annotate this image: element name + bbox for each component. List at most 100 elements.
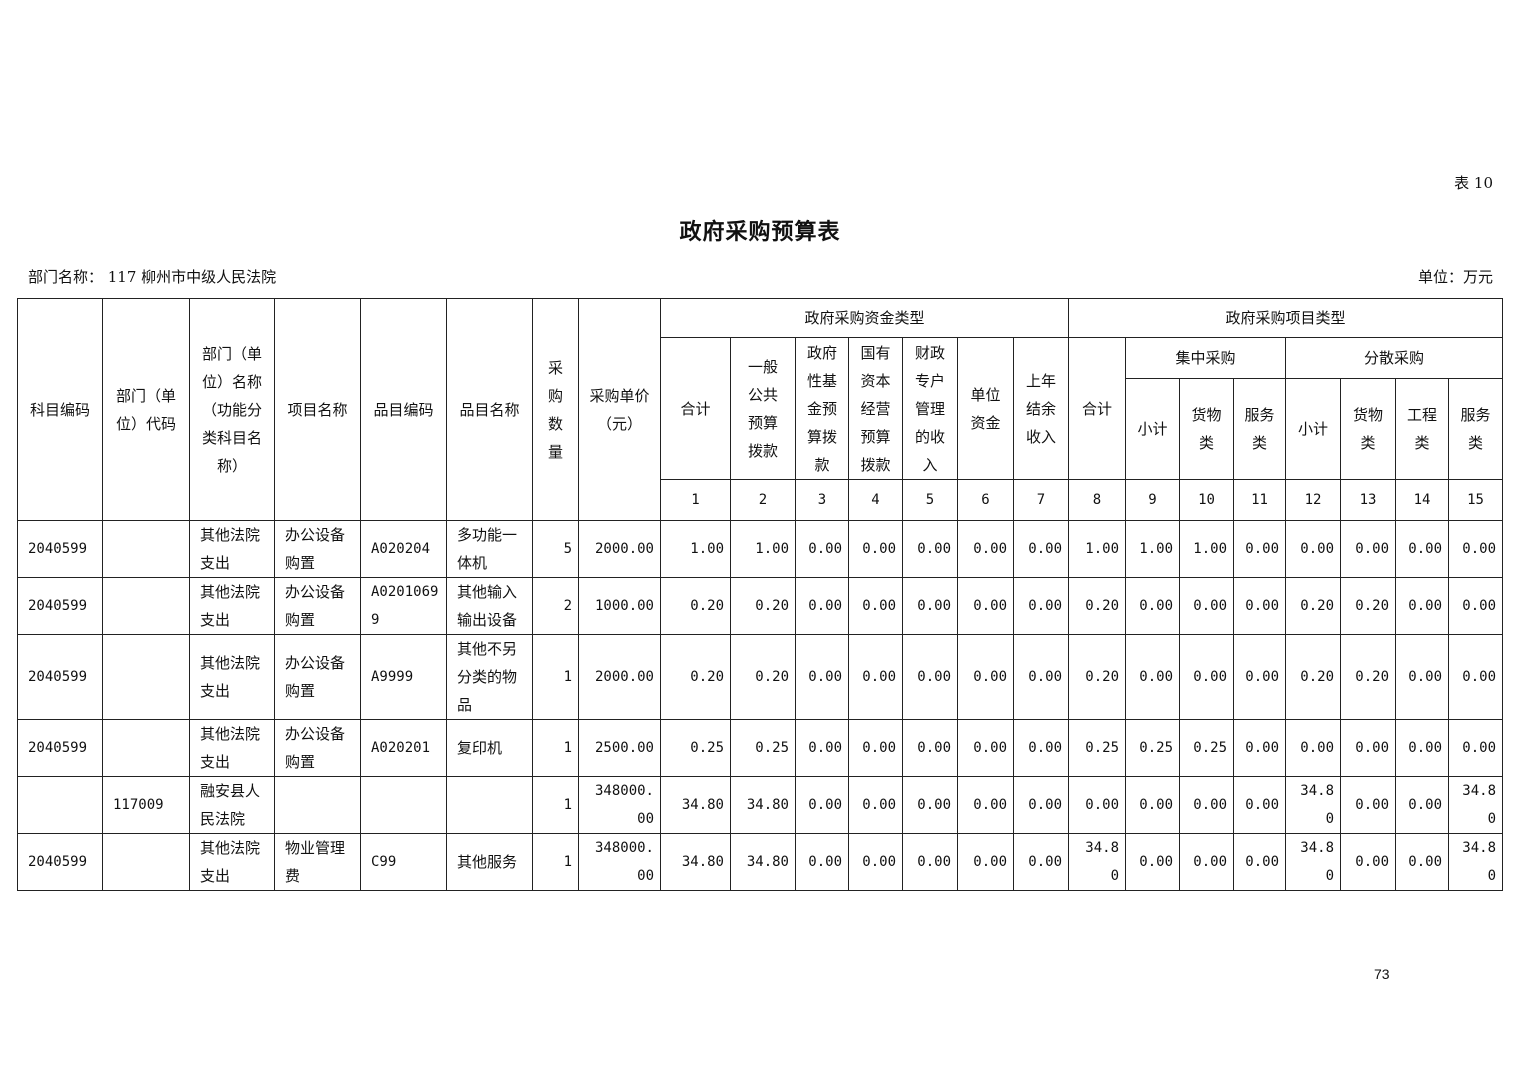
cell-value-3: 0.00 xyxy=(795,520,849,578)
cell-subject-code xyxy=(17,776,103,834)
column-number: 9 xyxy=(1125,479,1180,521)
header-project-type: 政府采购项目类型 xyxy=(1068,298,1503,338)
cell-value-15: 0.00 xyxy=(1448,634,1503,720)
cell-item-code xyxy=(360,776,447,834)
cell-value-14: 0.00 xyxy=(1395,577,1449,635)
cell-value-10: 0.00 xyxy=(1179,833,1234,891)
table-row: 2040599 其他法院支出 办公设备购置 A02010699 其他输入输出设备 2 100… xyxy=(17,577,1503,635)
cell-value-10: 0.00 xyxy=(1179,577,1234,635)
cell-value-1: 0.25 xyxy=(660,719,731,777)
cell-value-4: 0.00 xyxy=(848,520,903,578)
column-number: 6 xyxy=(957,479,1014,521)
page-title: 政府采购预算表 xyxy=(679,219,841,245)
column-number: 1 xyxy=(660,479,731,521)
procurement-budget-table: 科目编码 部门（单位）代码 部门（单位）名称（功能分类科目名称） 项目名称 品目… xyxy=(17,298,1503,891)
cell-unit-price: 2000.00 xyxy=(578,520,661,578)
header-central: 集中采购 xyxy=(1125,337,1286,379)
cell-quantity: 1 xyxy=(532,719,579,777)
cell-dept-code xyxy=(102,719,190,777)
cell-unit-price: 348000.00 xyxy=(578,776,661,834)
cell-value-4: 0.00 xyxy=(848,634,903,720)
header-dispersed-services: 服务类 xyxy=(1448,378,1503,480)
cell-value-11: 0.00 xyxy=(1233,577,1286,635)
cell-value-4: 0.00 xyxy=(848,776,903,834)
cell-item-code: A02010699 xyxy=(360,577,447,635)
cell-value-11: 0.00 xyxy=(1233,520,1286,578)
column-number: 10 xyxy=(1179,479,1234,521)
header-dispersed: 分散采购 xyxy=(1285,337,1503,379)
header-prior-balance: 上年结余收入 xyxy=(1013,337,1069,480)
header-central-goods: 货物类 xyxy=(1179,378,1234,480)
table-number: 表 10 xyxy=(1454,174,1493,192)
cell-value-14: 0.00 xyxy=(1395,520,1449,578)
cell-unit-price: 1000.00 xyxy=(578,577,661,635)
cell-value-4: 0.00 xyxy=(848,577,903,635)
cell-value-10: 0.00 xyxy=(1179,776,1234,834)
table-row: 2040599 其他法院支出 办公设备购置 A9999 其他不另分类的物品 1 2000.0… xyxy=(17,634,1503,720)
cell-value-8: 0.20 xyxy=(1068,577,1126,635)
cell-unit-price: 348000.00 xyxy=(578,833,661,891)
column-number: 11 xyxy=(1233,479,1286,521)
cell-value-7: 0.00 xyxy=(1013,634,1069,720)
header-item-code: 品目编码 xyxy=(360,298,447,521)
column-number: 7 xyxy=(1013,479,1069,521)
cell-value-14: 0.00 xyxy=(1395,719,1449,777)
cell-dept-name: 融安县人民法院 xyxy=(189,776,275,834)
cell-value-6: 0.00 xyxy=(957,776,1014,834)
cell-value-13: 0.00 xyxy=(1340,833,1396,891)
cell-subject-code: 2040599 xyxy=(17,719,103,777)
header-project-total: 合计 xyxy=(1068,337,1126,480)
cell-item-code: A020201 xyxy=(360,719,447,777)
table-row: 2040599 其他法院支出 物业管理费 C99 其他服务 1 348000.00 34.80… xyxy=(17,833,1503,891)
cell-project-name: 物业管理费 xyxy=(274,833,361,891)
cell-item-name: 其他不另分类的物品 xyxy=(446,634,533,720)
cell-value-2: 0.25 xyxy=(730,719,796,777)
cell-project-name: 办公设备购置 xyxy=(274,634,361,720)
cell-quantity: 1 xyxy=(532,833,579,891)
header-unit-price: 采购单价（元） xyxy=(578,298,661,521)
header-state-capital: 国有资本经营预算拨款 xyxy=(848,337,903,480)
cell-value-6: 0.00 xyxy=(957,577,1014,635)
cell-value-14: 0.00 xyxy=(1395,634,1449,720)
cell-item-code: A9999 xyxy=(360,634,447,720)
cell-value-9: 1.00 xyxy=(1125,520,1180,578)
cell-value-13: 0.00 xyxy=(1340,520,1396,578)
cell-dept-code xyxy=(102,833,190,891)
cell-value-12: 0.00 xyxy=(1285,719,1341,777)
cell-item-code: C99 xyxy=(360,833,447,891)
cell-dept-name: 其他法院支出 xyxy=(189,719,275,777)
cell-subject-code: 2040599 xyxy=(17,634,103,720)
cell-project-name: 办公设备购置 xyxy=(274,520,361,578)
cell-value-7: 0.00 xyxy=(1013,833,1069,891)
column-number: 4 xyxy=(848,479,903,521)
header-central-services: 服务类 xyxy=(1233,378,1286,480)
column-number: 3 xyxy=(795,479,849,521)
cell-quantity: 5 xyxy=(532,520,579,578)
column-number: 2 xyxy=(730,479,796,521)
cell-value-14: 0.00 xyxy=(1395,833,1449,891)
cell-item-name: 多功能一体机 xyxy=(446,520,533,578)
page-number: 73 xyxy=(1374,966,1390,982)
header-project-name: 项目名称 xyxy=(274,298,361,521)
cell-value-10: 0.00 xyxy=(1179,634,1234,720)
cell-value-12: 0.20 xyxy=(1285,634,1341,720)
cell-value-5: 0.00 xyxy=(902,634,958,720)
cell-subject-code: 2040599 xyxy=(17,577,103,635)
cell-value-9: 0.00 xyxy=(1125,634,1180,720)
cell-value-8: 1.00 xyxy=(1068,520,1126,578)
header-dispersed-works: 工程类 xyxy=(1395,378,1449,480)
header-dept-code: 部门（单位）代码 xyxy=(102,298,190,521)
cell-value-6: 0.00 xyxy=(957,520,1014,578)
column-number: 13 xyxy=(1340,479,1396,521)
cell-value-3: 0.00 xyxy=(795,833,849,891)
cell-value-5: 0.00 xyxy=(902,776,958,834)
header-item-name: 品目名称 xyxy=(446,298,533,521)
column-number: 15 xyxy=(1448,479,1503,521)
cell-value-15: 34.80 xyxy=(1448,776,1503,834)
cell-value-3: 0.00 xyxy=(795,776,849,834)
cell-item-name: 其他服务 xyxy=(446,833,533,891)
cell-dept-code: 117009 xyxy=(102,776,190,834)
cell-unit-price: 2000.00 xyxy=(578,634,661,720)
cell-value-12: 34.80 xyxy=(1285,776,1341,834)
header-unit-funds: 单位资金 xyxy=(957,337,1014,480)
